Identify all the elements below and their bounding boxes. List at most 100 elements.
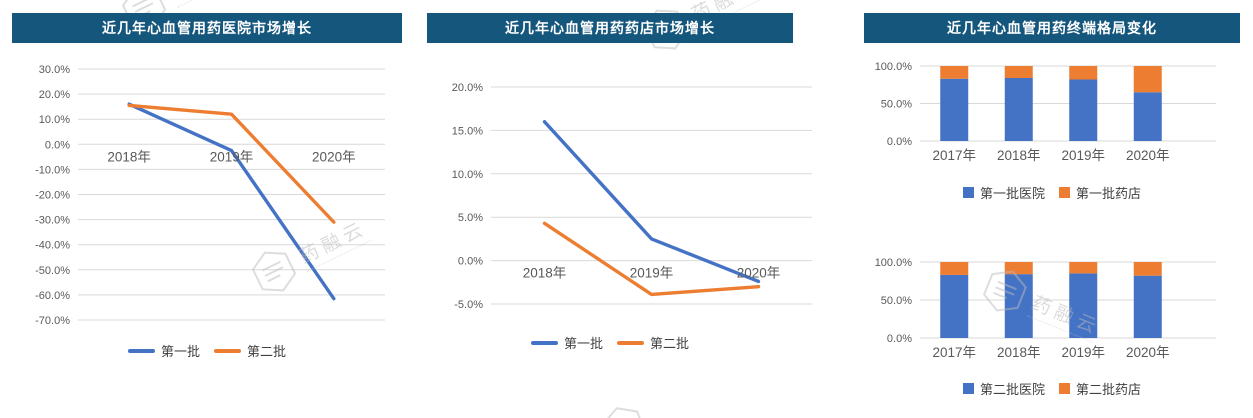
legend-swatch: [214, 348, 241, 353]
legend-item: 第一批: [530, 333, 603, 352]
bar-segment: [940, 274, 969, 338]
y-tick-label: 0.0%: [887, 136, 912, 148]
legend-swatch: [530, 340, 558, 345]
y-tick-label: -60.0%: [35, 290, 70, 302]
bar-segment: [1133, 92, 1162, 141]
x-category-label: 2019年: [1061, 345, 1105, 360]
panel-terminal-share: 近几年心血管用药终端格局变化 100.0% 50.0% 0.0% 2017年 2018年…: [864, 13, 1240, 418]
watermark-text: 药融云: [164, 0, 243, 8]
x-category-label: 2019年: [210, 149, 254, 164]
y-tick-label: 0.0%: [45, 139, 70, 151]
bar-segment: [1004, 66, 1033, 78]
x-category-label: 2018年: [997, 345, 1041, 360]
legend-label: 第一批药店: [1076, 186, 1142, 201]
y-tick-label: -10.0%: [35, 164, 70, 176]
chart-title-banner: 近几年心血管用药药店市场增长: [427, 13, 793, 43]
legend-label: 第一批医院: [979, 186, 1045, 201]
y-tick-label: 15.0%: [452, 125, 483, 137]
x-category-label: 2017年: [932, 148, 976, 163]
legend-label: 第一批: [563, 336, 603, 351]
x-category-label: 2020年: [737, 266, 781, 281]
bar-segment: [1133, 275, 1162, 338]
stacked-bar-chart-batch1: 100.0% 50.0% 0.0% 2017年 2018年 2019年 2020年: [875, 61, 1216, 163]
x-category-label: 2019年: [630, 266, 674, 281]
line-series: [127, 103, 336, 224]
chart-title: 近几年心血管用药药店市场增长: [505, 20, 715, 36]
legend-item: 第一批药店: [1059, 183, 1141, 202]
legend-swatch: [1059, 187, 1070, 198]
panel-hospital-growth: 近几年心血管用药医院市场增长 30.0% 20.0% 10.0% 0.0% -10.0%…: [12, 13, 402, 405]
legend-item: 第二批: [214, 341, 286, 360]
bar-segment: [1069, 273, 1098, 338]
line-chart-pharmacy-growth: 20.0% 15.0% 10.0% 5.0% 0.0% -5.0% 2018年 2019年 20…: [452, 82, 812, 311]
y-tick-label: -70.0%: [35, 315, 70, 327]
bar-segment: [940, 78, 969, 141]
y-tick-label: 50.0%: [881, 99, 912, 111]
legend-label: 第一批: [160, 344, 200, 359]
stacked-bar-chart-batch2: 100.0% 50.0% 0.0% 2017年 2018年 2019年 2020年: [875, 257, 1216, 360]
legend-swatch: [127, 348, 155, 353]
y-tick-label: 0.0%: [887, 333, 912, 345]
legend-terminal-batch2: 第二批医院 第二批药店: [864, 379, 1240, 398]
bar-segment: [1133, 262, 1162, 276]
y-tick-label: 20.0%: [452, 82, 483, 94]
x-category-label: 2018年: [107, 149, 151, 164]
legend-pharmacy-growth: 第一批 第二批: [427, 333, 793, 352]
bar-segment: [1004, 78, 1033, 141]
y-tick-label: -5.0%: [454, 299, 483, 311]
x-category-label: 2018年: [523, 266, 567, 281]
legend-swatch: [962, 383, 974, 394]
chart-title-banner: 近几年心血管用药医院市场增长: [12, 13, 402, 43]
chart-title-banner: 近几年心血管用药终端格局变化: [864, 13, 1240, 43]
legend-label: 第二批: [650, 336, 690, 351]
bar-segment: [1069, 66, 1098, 80]
bar-segment: [1069, 262, 1098, 274]
line-chart-hospital-growth: 30.0% 20.0% 10.0% 0.0% -10.0% -20.0% -30.0% -40…: [35, 64, 385, 327]
x-category-label: 2020年: [1126, 148, 1170, 163]
y-tick-label: 5.0%: [458, 212, 483, 224]
y-tick-label: 100.0%: [875, 257, 913, 269]
bar-segment: [1133, 66, 1162, 93]
line-series: [542, 120, 761, 284]
x-category-label: 2018年: [997, 148, 1041, 163]
legend-item: 第二批: [617, 333, 689, 352]
line-series: [127, 102, 336, 301]
legend-swatch: [962, 187, 974, 198]
legend-terminal-batch1: 第一批医院 第一批药店: [864, 183, 1240, 202]
bar-segment: [1004, 262, 1033, 275]
legend-item: 第一批: [127, 341, 200, 360]
y-tick-label: -20.0%: [35, 190, 70, 202]
y-tick-label: -50.0%: [35, 265, 70, 277]
legend-label: 第二批: [247, 344, 287, 359]
legend-item: 第二批医院: [962, 379, 1045, 398]
y-tick-label: 0.0%: [458, 256, 483, 268]
y-tick-label: 30.0%: [39, 64, 70, 76]
legend-label: 第二批医院: [979, 382, 1045, 397]
x-category-label: 2020年: [312, 149, 356, 164]
y-tick-label: -40.0%: [35, 240, 70, 252]
x-category-label: 2017年: [932, 345, 976, 360]
bar-segment: [940, 66, 969, 79]
y-tick-label: 10.0%: [39, 114, 70, 126]
x-category-label: 2019年: [1061, 148, 1105, 163]
chart-title: 近几年心血管用药医院市场增长: [102, 20, 312, 36]
legend-label: 第二批药店: [1076, 382, 1142, 397]
y-tick-label: 20.0%: [39, 89, 70, 101]
legend-hospital-growth: 第一批 第二批: [12, 341, 402, 360]
y-tick-label: 100.0%: [875, 61, 913, 73]
legend-swatch: [1059, 383, 1070, 394]
y-tick-label: 10.0%: [452, 169, 483, 181]
y-tick-label: 50.0%: [881, 295, 912, 307]
legend-item: 第二批药店: [1059, 379, 1141, 398]
bar-segment: [1004, 274, 1033, 338]
bar-segment: [940, 262, 969, 275]
y-tick-label: -30.0%: [35, 215, 70, 227]
legend-item: 第一批医院: [962, 183, 1045, 202]
line-series: [542, 221, 761, 297]
chart-title: 近几年心血管用药终端格局变化: [947, 20, 1157, 36]
bar-segment: [1069, 79, 1098, 141]
x-category-label: 2020年: [1126, 345, 1170, 360]
legend-swatch: [617, 340, 644, 345]
panel-pharmacy-growth: 近几年心血管用药药店市场增长 20.0% 15.0% 10.0% 5.0% 0.0% -5…: [427, 13, 812, 405]
